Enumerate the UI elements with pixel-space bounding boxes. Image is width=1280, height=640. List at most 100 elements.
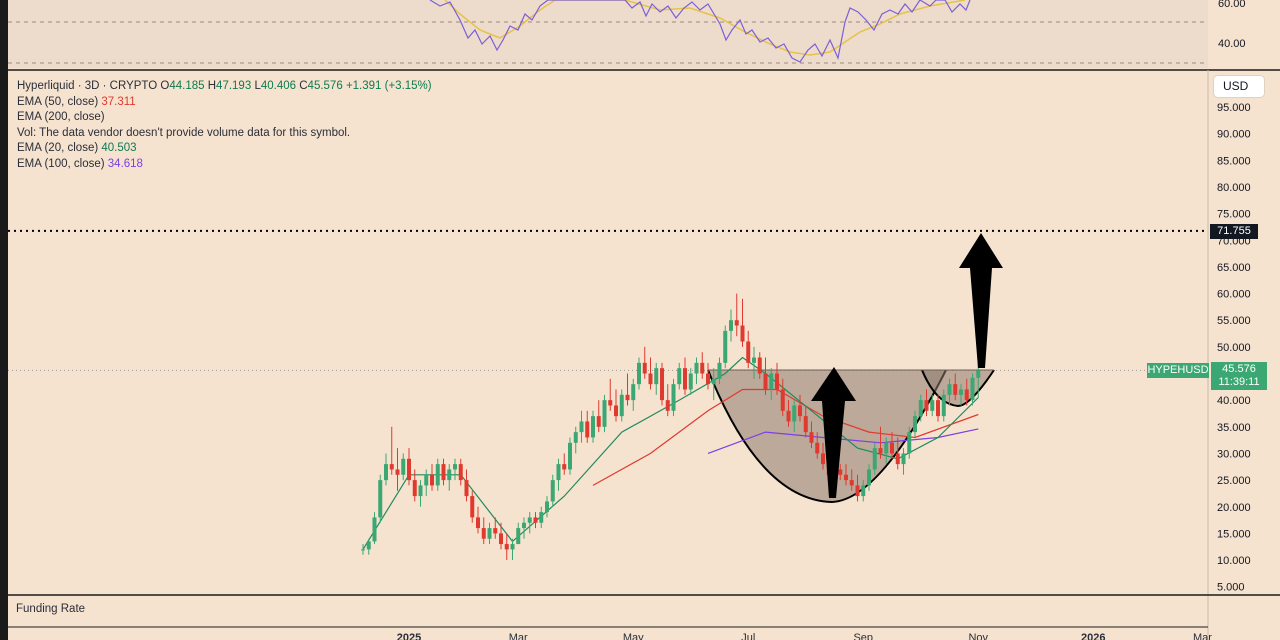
candle-body bbox=[378, 480, 383, 518]
candle bbox=[568, 437, 572, 475]
symbol-price-label: HYPEHUSD bbox=[1147, 363, 1209, 378]
candle-body bbox=[401, 458, 406, 475]
legend-ema200[interactable]: EMA (200, close) bbox=[17, 110, 432, 126]
candle bbox=[545, 496, 549, 518]
candle bbox=[821, 442, 825, 470]
candle bbox=[798, 394, 802, 422]
breakout-target-arrow[interactable] bbox=[959, 233, 1003, 368]
candle bbox=[516, 522, 521, 545]
ema100-label: EMA (100, close) bbox=[17, 157, 105, 170]
last-price-tag: 45.576 11:39:11 bbox=[1211, 362, 1267, 390]
candle bbox=[441, 458, 446, 486]
candle bbox=[430, 464, 434, 491]
price-tick-label: 60.000 bbox=[1217, 289, 1251, 301]
candle bbox=[642, 346, 647, 379]
legend-ema50[interactable]: EMA (50, close) 37.311 bbox=[17, 95, 432, 111]
candle-body bbox=[683, 368, 687, 390]
candle bbox=[757, 352, 762, 379]
candle-body bbox=[527, 517, 532, 523]
price-tick-label: 15.000 bbox=[1217, 528, 1251, 540]
candle bbox=[959, 384, 963, 406]
candle-body bbox=[596, 416, 601, 427]
price-tick-label: 55.000 bbox=[1217, 315, 1251, 327]
candle-body bbox=[361, 549, 365, 551]
candle-body bbox=[637, 362, 641, 385]
candle bbox=[522, 517, 526, 539]
candle-body bbox=[481, 528, 486, 539]
candle bbox=[861, 480, 866, 502]
time-axis[interactable]: 2025MarMayJulSepNov2026MarMayJulSepNov bbox=[397, 632, 1280, 640]
candle-body bbox=[918, 400, 923, 417]
candle-body bbox=[660, 368, 664, 401]
candle-body bbox=[642, 362, 647, 374]
candle bbox=[775, 362, 779, 395]
candle-body bbox=[775, 373, 779, 390]
candle-body bbox=[435, 464, 440, 486]
time-tick-label: 2026 bbox=[1081, 632, 1105, 640]
candle-body bbox=[861, 485, 866, 497]
candle-body bbox=[964, 389, 969, 401]
candle-body bbox=[499, 533, 503, 545]
candle-body bbox=[913, 416, 917, 433]
candle bbox=[654, 362, 659, 395]
candle bbox=[527, 512, 532, 534]
candle bbox=[464, 469, 469, 502]
candle-body bbox=[815, 442, 820, 454]
candle bbox=[556, 458, 561, 491]
legend-ema20[interactable]: EMA (20, close) 40.503 bbox=[17, 141, 432, 157]
open-label: O bbox=[160, 80, 170, 92]
candle bbox=[769, 368, 774, 401]
price-tick-label: 80.000 bbox=[1217, 182, 1251, 194]
candle bbox=[487, 522, 492, 545]
change-value: +1.391 (+3.15%) bbox=[345, 80, 432, 92]
handle-outline bbox=[921, 369, 995, 408]
currency-button[interactable]: USD bbox=[1214, 76, 1264, 97]
price-axis[interactable]: 95.00090.00085.00080.00075.00070.00065.0… bbox=[1217, 102, 1251, 594]
candle-body bbox=[953, 384, 958, 395]
candle bbox=[361, 544, 365, 555]
legend-symbol-row[interactable]: Hyperliquid · 3D · CRYPTO O44.185 H47.19… bbox=[17, 79, 432, 95]
candle bbox=[752, 346, 756, 379]
candle-body bbox=[752, 357, 756, 363]
candle-body bbox=[625, 394, 630, 401]
candle-body bbox=[671, 384, 676, 411]
candle-body bbox=[493, 528, 498, 534]
bar-countdown: 11:39:11 bbox=[1218, 376, 1260, 388]
candle bbox=[671, 378, 676, 417]
chart-legend: Hyperliquid · 3D · CRYPTO O44.185 H47.19… bbox=[17, 79, 432, 173]
candle-body bbox=[556, 464, 561, 481]
candle-body bbox=[901, 453, 906, 465]
ema20-line bbox=[362, 356, 979, 550]
candle-body bbox=[803, 416, 808, 433]
candle-body bbox=[930, 400, 935, 411]
candle-body bbox=[798, 405, 802, 417]
candle-body bbox=[740, 325, 745, 342]
candle bbox=[585, 410, 590, 443]
price-tick-label: 10.000 bbox=[1217, 555, 1251, 567]
rsi-pane-background bbox=[8, 0, 1208, 68]
candle bbox=[458, 458, 463, 486]
funding-rate-pane-label[interactable]: Funding Rate bbox=[16, 603, 86, 615]
candle bbox=[838, 464, 843, 481]
candle-body bbox=[895, 453, 900, 465]
legend-ema100[interactable]: EMA (100, close) 34.618 bbox=[17, 157, 432, 173]
candle bbox=[637, 357, 641, 390]
candle bbox=[763, 357, 768, 395]
candle bbox=[550, 474, 555, 507]
price-tick-label: 25.000 bbox=[1217, 475, 1251, 487]
candle bbox=[849, 469, 854, 491]
candle-body bbox=[458, 464, 463, 481]
candle bbox=[970, 373, 975, 406]
candle-body bbox=[372, 517, 377, 542]
candle-body bbox=[504, 544, 509, 550]
cup-depth-arrow[interactable] bbox=[811, 367, 856, 498]
candle bbox=[602, 394, 607, 433]
price-tick-label: 50.000 bbox=[1217, 342, 1251, 354]
candle bbox=[614, 389, 618, 422]
candle-body bbox=[688, 373, 693, 390]
candle-body bbox=[694, 362, 699, 374]
close-value: 45.576 bbox=[307, 80, 343, 92]
candle bbox=[700, 352, 705, 379]
ema100-value: 34.618 bbox=[107, 157, 143, 170]
